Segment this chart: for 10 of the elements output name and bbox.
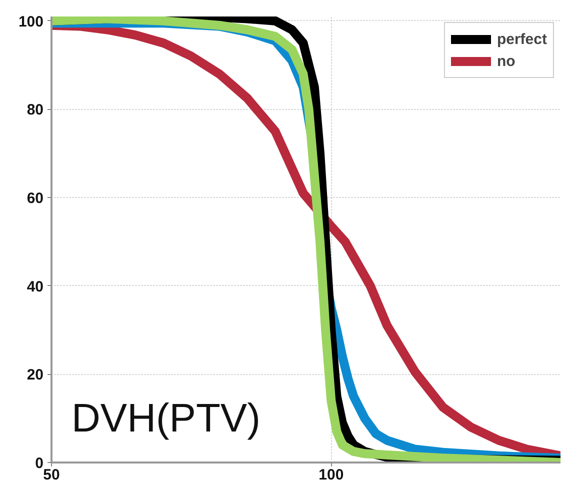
annotation: DVH(PTV) bbox=[72, 396, 260, 440]
y-tick-label: 80 bbox=[26, 102, 44, 119]
x-tick-label: 50 bbox=[43, 466, 60, 484]
legend-label: perfect bbox=[496, 30, 547, 48]
legend-label: no bbox=[496, 52, 516, 70]
y-tick-label: 20 bbox=[26, 366, 44, 384]
y-tick-label: 40 bbox=[26, 278, 44, 296]
y-tick-label: 0 bbox=[35, 455, 44, 472]
y-tick-label: 100 bbox=[18, 13, 44, 30]
y-tick-label: 60 bbox=[26, 190, 44, 208]
